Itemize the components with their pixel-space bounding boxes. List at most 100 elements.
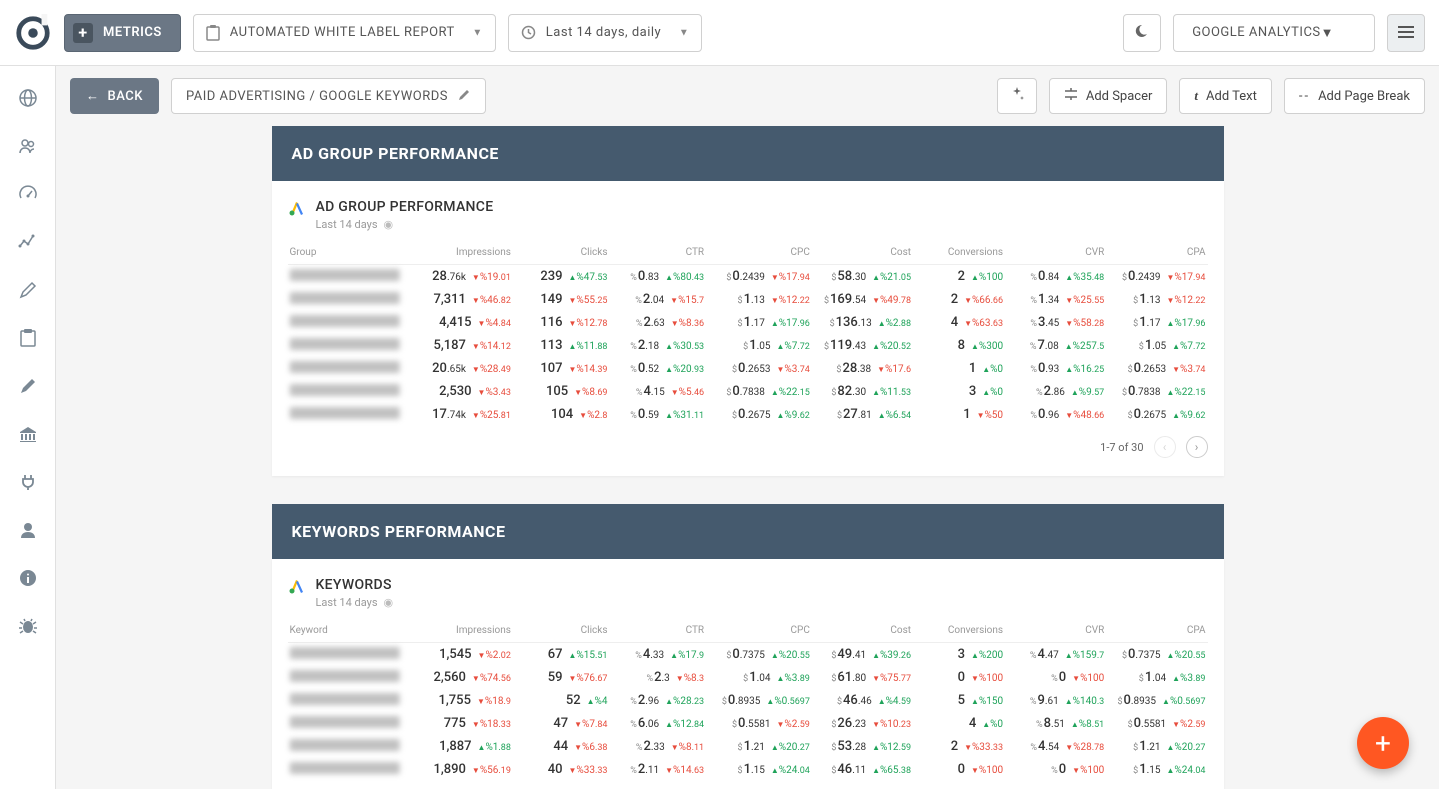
chevron-down-icon: ▼ — [472, 27, 482, 38]
column-header: CTR — [609, 241, 706, 265]
theme-toggle-button[interactable] — [1123, 14, 1161, 52]
metric-cell: $1.17 ▲%17.96 — [706, 311, 812, 334]
metric-cell: 0 ▼%100 — [913, 758, 1005, 781]
graph-line-icon[interactable] — [16, 230, 40, 254]
metric-cell: $0.2653 ▼%3.74 — [1106, 357, 1207, 380]
table-row: 28.76k ▼%19.01239 ▲%47.53%0.83 ▲%80.43$0… — [288, 265, 1208, 289]
edit-rail-icon[interactable] — [16, 374, 40, 398]
metric-cell: $49.41 ▲%39.26 — [812, 643, 913, 667]
arrow-left-icon: ← — [86, 88, 100, 104]
report-canvas: AD GROUP PERFORMANCE AD GROUP PERFORMANC… — [56, 126, 1439, 789]
column-header: Impressions — [407, 619, 513, 643]
metric-cell: 52 ▲%4 — [513, 689, 610, 712]
redacted-label — [290, 693, 400, 705]
metric-cell: 1,545 ▼%2.02 — [407, 643, 513, 667]
metric-cell: $53.28 ▲%12.59 — [812, 735, 913, 758]
bank-icon[interactable] — [16, 422, 40, 446]
pagebreak-icon: -- — [1299, 89, 1310, 104]
table-row: 7,311 ▼%46.82149 ▼%55.25%2.04 ▼%15.7$1.1… — [288, 288, 1208, 311]
speedometer-icon[interactable] — [16, 182, 40, 206]
column-header: CTR — [609, 619, 706, 643]
column-header: CVR — [1005, 619, 1106, 643]
metric-cell: 4 ▲%0 — [913, 712, 1005, 735]
metric-cell: %4.33 ▲%17.9 — [609, 643, 706, 667]
table-row: 20.65k ▼%28.49107 ▼%14.39%0.52 ▲%20.93$0… — [288, 357, 1208, 380]
metric-cell: %8.51 ▲%8.51 — [1005, 712, 1106, 735]
metric-cell: $0.2675 ▲%9.62 — [706, 403, 812, 426]
daterange-dropdown[interactable]: Last 14 days, daily ▼ — [508, 14, 702, 52]
column-header: Keyword — [288, 619, 408, 643]
card-title: AD GROUP PERFORMANCE — [316, 199, 494, 215]
metric-cell: 116 ▼%12.78 — [513, 311, 610, 334]
metric-cell: $26.23 ▼%10.23 — [812, 712, 913, 735]
metric-cell: 17.74k ▼%25.81 — [407, 403, 513, 426]
chevron-down-icon: ▼ — [1321, 25, 1334, 41]
edit-icon[interactable] — [458, 88, 471, 105]
redacted-label — [290, 384, 400, 396]
column-header: Clicks — [513, 619, 610, 643]
metric-cell: 113 ▲%11.88 — [513, 334, 610, 357]
add-spacer-label: Add Spacer — [1086, 89, 1153, 104]
metric-cell: $0.7838 ▲%22.15 — [1106, 380, 1207, 403]
metric-cell: $0.5581 ▼%2.59 — [706, 712, 812, 735]
metric-cell: 2 ▲%100 — [913, 265, 1005, 289]
breadcrumb: PAID ADVERTISING / GOOGLE KEYWORDS — [171, 78, 486, 114]
metric-cell: 7,311 ▼%46.82 — [407, 288, 513, 311]
magic-button[interactable] — [997, 78, 1037, 114]
metrics-label: METRICS — [103, 25, 162, 40]
back-button[interactable]: ← BACK — [70, 78, 159, 114]
fab-add-button[interactable]: + — [1357, 717, 1409, 769]
metric-cell: 1,887 ▲%1.88 — [407, 735, 513, 758]
clipboard-rail-icon[interactable] — [16, 326, 40, 350]
metric-cell: $46.11 ▲%65.38 — [812, 758, 913, 781]
card-subtitle: Last 14 days ◉ — [316, 596, 394, 609]
metric-cell: 67 ▲%15.51 — [513, 643, 610, 667]
metric-cell: $58.30 ▲%21.05 — [812, 265, 913, 289]
pencil-icon[interactable] — [16, 278, 40, 302]
metric-cell: 2,560 ▼%74.56 — [407, 666, 513, 689]
datasource-dropdown[interactable]: GOOGLE ANALYTICS ▼ — [1173, 14, 1375, 52]
pager-prev-button: ‹ — [1154, 436, 1176, 458]
table-row: 5,187 ▼%14.12113 ▲%11.88%2.18 ▲%30.53$1.… — [288, 334, 1208, 357]
add-text-button[interactable]: t Add Text — [1179, 78, 1271, 114]
pager-range: 1-7 of 30 — [1100, 441, 1143, 454]
metric-cell: %2.11 ▼%14.63 — [609, 758, 706, 781]
column-header: CVR — [1005, 241, 1106, 265]
metric-cell: %3.45 ▼%58.28 — [1005, 311, 1106, 334]
metric-cell: 0 ▼%100 — [913, 666, 1005, 689]
metric-cell: $28.38 ▼%17.6 — [812, 357, 913, 380]
globe-icon[interactable] — [16, 86, 40, 110]
metric-cell: $1.17 ▲%17.96 — [1106, 311, 1207, 334]
redacted-label — [290, 338, 400, 350]
add-pagebreak-button[interactable]: -- Add Page Break — [1284, 78, 1425, 114]
metric-cell: 4,415 ▼%4.84 — [407, 311, 513, 334]
metric-cell: 1,755 ▼%18.9 — [407, 689, 513, 712]
metric-cell: 2 ▼%33.33 — [913, 735, 1005, 758]
text-icon: t — [1194, 88, 1198, 104]
metric-cell: %4.47 ▲%159.7 — [1005, 643, 1106, 667]
datasource-label: GOOGLE ANALYTICS — [1192, 25, 1320, 40]
metric-cell: $82.30 ▲%11.53 — [812, 380, 913, 403]
metric-cell: $1.21 ▲%20.27 — [706, 735, 812, 758]
metric-cell: %2.96 ▲%28.23 — [609, 689, 706, 712]
metric-cell: $169.54 ▼%49.78 — [812, 288, 913, 311]
plug-icon[interactable] — [16, 470, 40, 494]
redacted-label — [290, 407, 400, 419]
main-menu-button[interactable] — [1387, 14, 1425, 52]
metrics-button[interactable]: + METRICS — [64, 14, 181, 52]
people-icon[interactable] — [16, 134, 40, 158]
metric-cell: %9.61 ▲%140.3 — [1005, 689, 1106, 712]
metric-cell: $0.2653 ▼%3.74 — [706, 357, 812, 380]
info-icon[interactable] — [16, 566, 40, 590]
daterange-label: Last 14 days, daily — [546, 25, 661, 40]
user-icon[interactable] — [16, 518, 40, 542]
section-header-keywords: KEYWORDS PERFORMANCE — [272, 504, 1224, 559]
bug-icon[interactable] — [16, 614, 40, 638]
metric-cell: %0.83 ▲%80.43 — [609, 265, 706, 289]
report-dropdown[interactable]: AUTOMATED WHITE LABEL REPORT ▼ — [193, 14, 496, 52]
add-spacer-button[interactable]: Add Spacer — [1049, 78, 1168, 114]
metric-cell: 775 ▼%18.33 — [407, 712, 513, 735]
metric-cell: %2.3 ▼%8.3 — [609, 666, 706, 689]
pager-next-button[interactable]: › — [1186, 436, 1208, 458]
left-nav-rail — [0, 66, 56, 789]
